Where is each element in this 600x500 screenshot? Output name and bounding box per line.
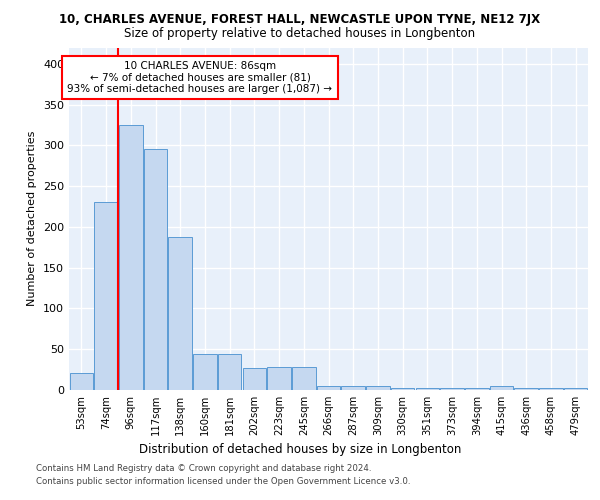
Bar: [193, 354, 217, 390]
Bar: [242, 368, 266, 390]
Bar: [119, 125, 143, 390]
Text: 10, CHARLES AVENUE, FOREST HALL, NEWCASTLE UPON TYNE, NE12 7JX: 10, CHARLES AVENUE, FOREST HALL, NEWCAST…: [59, 12, 541, 26]
Bar: [391, 388, 415, 390]
Bar: [268, 367, 291, 390]
Y-axis label: Number of detached properties: Number of detached properties: [28, 131, 37, 306]
Bar: [440, 388, 464, 390]
Bar: [416, 388, 439, 390]
Bar: [144, 150, 167, 390]
Bar: [70, 373, 93, 390]
Bar: [564, 388, 587, 390]
Bar: [317, 386, 340, 390]
Bar: [218, 354, 241, 390]
Text: Contains public sector information licensed under the Open Government Licence v3: Contains public sector information licen…: [36, 478, 410, 486]
Bar: [169, 236, 192, 390]
Text: 10 CHARLES AVENUE: 86sqm
← 7% of detached houses are smaller (81)
93% of semi-de: 10 CHARLES AVENUE: 86sqm ← 7% of detache…: [67, 61, 332, 94]
Bar: [292, 367, 316, 390]
Bar: [465, 388, 488, 390]
Bar: [490, 386, 513, 390]
Bar: [94, 202, 118, 390]
Bar: [366, 386, 389, 390]
Text: Distribution of detached houses by size in Longbenton: Distribution of detached houses by size …: [139, 442, 461, 456]
Bar: [341, 386, 365, 390]
Bar: [539, 388, 563, 390]
Bar: [514, 388, 538, 390]
Text: Size of property relative to detached houses in Longbenton: Size of property relative to detached ho…: [124, 28, 476, 40]
Text: Contains HM Land Registry data © Crown copyright and database right 2024.: Contains HM Land Registry data © Crown c…: [36, 464, 371, 473]
